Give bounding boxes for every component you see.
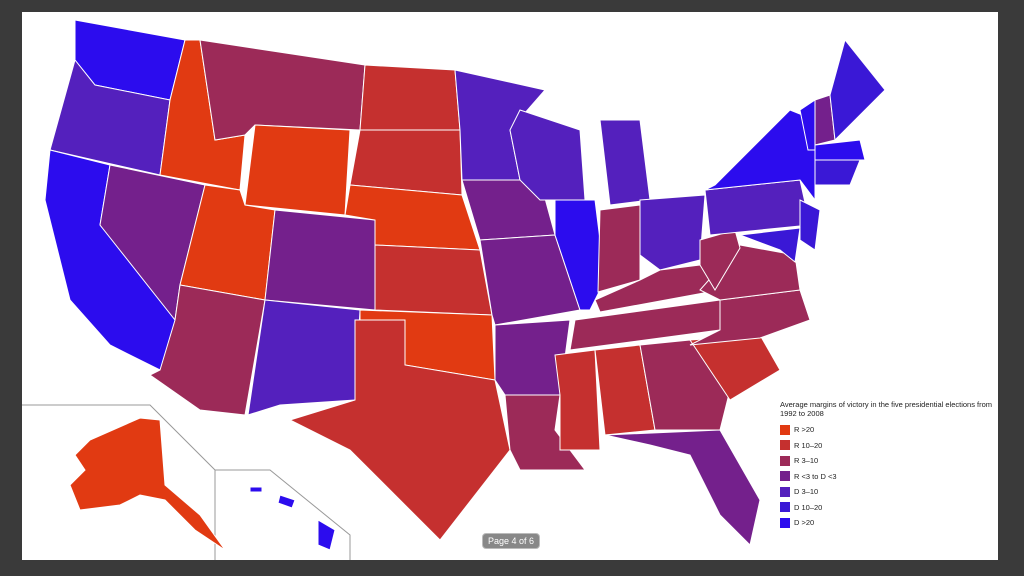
state <box>374 244 493 316</box>
legend-swatch <box>780 517 790 528</box>
inset-border <box>22 404 216 560</box>
legend: Average margins of victory in the five p… <box>780 400 995 531</box>
legend-swatch <box>780 424 790 435</box>
legend-swatch <box>780 440 790 451</box>
legend-label: R >20 <box>794 425 815 435</box>
state <box>604 429 761 546</box>
state <box>244 124 351 216</box>
legend-swatch <box>780 471 790 482</box>
legend-label: D >20 <box>794 518 815 528</box>
state <box>814 139 866 161</box>
state <box>479 234 581 326</box>
legend-label: D 3–10 <box>794 487 819 497</box>
legend-label: D 10–20 <box>794 502 823 512</box>
state <box>554 349 601 451</box>
legend-label: R 3–10 <box>794 456 819 466</box>
state <box>509 109 586 201</box>
legend-item: D >20 <box>780 515 995 531</box>
state <box>247 299 361 416</box>
state <box>739 227 801 263</box>
state <box>597 204 641 293</box>
state <box>359 64 461 131</box>
state <box>317 519 336 551</box>
state <box>264 209 376 311</box>
legend-items: R >20 R 10–20 R 3–10 R <3 to D <3 D 3–10 D 10… <box>780 422 995 531</box>
state <box>199 39 366 141</box>
state <box>814 159 861 186</box>
state <box>829 38 886 142</box>
state <box>288 319 511 541</box>
state <box>554 199 606 311</box>
legend-item: R >20 <box>780 422 995 438</box>
legend-swatch <box>780 502 790 513</box>
legend-item: R <3 to D <3 <box>780 469 995 485</box>
state <box>639 194 706 271</box>
legend-swatch <box>780 455 790 466</box>
states <box>44 19 886 546</box>
legend-item: R 3–10 <box>780 453 995 469</box>
legend-label: R <3 to D <3 <box>794 471 837 481</box>
legend-item: D 10–20 <box>780 500 995 516</box>
state <box>249 486 263 493</box>
page-indicator: Page 4 of 6 <box>482 533 541 549</box>
state <box>599 119 651 206</box>
legend-title: Average margins of victory in the five p… <box>780 400 993 418</box>
insets <box>22 404 351 560</box>
state <box>277 494 296 509</box>
state <box>69 417 226 551</box>
legend-item: R 10–20 <box>780 438 995 454</box>
state <box>799 199 821 251</box>
legend-swatch <box>780 486 790 497</box>
inset-border <box>215 469 351 560</box>
legend-label: R 10–20 <box>794 440 823 450</box>
state <box>349 129 463 196</box>
legend-item: D 3–10 <box>780 484 995 500</box>
